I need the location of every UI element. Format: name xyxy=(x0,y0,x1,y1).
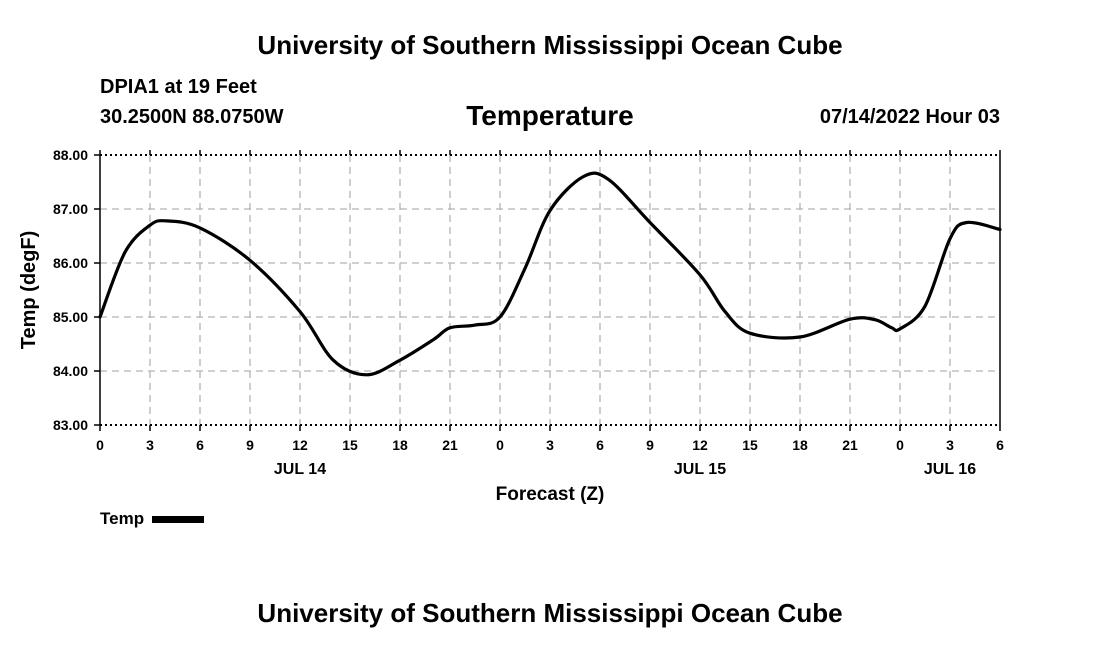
x-tick-label: 3 xyxy=(546,437,554,453)
x-tick-label: 15 xyxy=(742,437,758,453)
station-label: DPIA1 at 19 Feet xyxy=(100,76,257,98)
chart-title: Temperature xyxy=(466,100,634,131)
page-title: University of Southern Mississippi Ocean… xyxy=(257,30,843,60)
series-layer xyxy=(98,171,1002,377)
legend-label: Temp xyxy=(100,509,145,528)
tick-labels: 83.00 84.00 85.00 86.00 87.00 88.00 0 3 6 9 12 15 18… xyxy=(53,147,1004,478)
axes xyxy=(94,150,1001,431)
x-tick-label: 9 xyxy=(246,437,254,453)
x-tick-label: 3 xyxy=(146,437,154,453)
x-tick-label: 21 xyxy=(842,437,858,453)
legend: Temp xyxy=(100,509,205,529)
x-tick-label: 0 xyxy=(896,437,904,453)
x-tick-label: 18 xyxy=(392,437,408,453)
x-tick-label: 0 xyxy=(96,437,104,453)
x-tick-label: 18 xyxy=(792,437,808,453)
y-tick-label: 87.00 xyxy=(53,201,88,217)
forecast-datetime: 07/14/2022 Hour 03 xyxy=(819,106,1000,128)
x-tick-label: 12 xyxy=(292,437,308,453)
y-tick-label: 86.00 xyxy=(53,255,88,271)
legend-line-swatch xyxy=(152,515,205,523)
y-tick-label: 88.00 xyxy=(53,147,88,163)
x-tick-label: 0 xyxy=(496,437,504,453)
station-coordinates: 30.2500N 88.0750W xyxy=(100,106,284,128)
footer-title: University of Southern Mississippi Ocean… xyxy=(257,598,843,628)
x-tick-label: 12 xyxy=(692,437,708,453)
x-tick-label: 3 xyxy=(946,437,954,453)
x-tick-label: 6 xyxy=(996,437,1004,453)
series-line-temp xyxy=(98,171,1002,377)
x-tick-label: 21 xyxy=(442,437,458,453)
day-label: JUL 15 xyxy=(674,461,726,478)
x-tick-label: 15 xyxy=(342,437,358,453)
day-label: JUL 16 xyxy=(924,461,976,478)
grid-lines xyxy=(100,155,1000,425)
x-tick-label: 6 xyxy=(196,437,204,453)
y-tick-label: 85.00 xyxy=(53,309,88,325)
y-axis-label: Temp (degF) xyxy=(18,231,40,350)
y-tick-label: 83.00 xyxy=(53,417,88,433)
day-label: JUL 14 xyxy=(274,461,326,478)
x-axis-label: Forecast (Z) xyxy=(496,484,605,505)
x-tick-label: 9 xyxy=(646,437,654,453)
y-tick-label: 84.00 xyxy=(53,363,88,379)
x-tick-label: 6 xyxy=(596,437,604,453)
